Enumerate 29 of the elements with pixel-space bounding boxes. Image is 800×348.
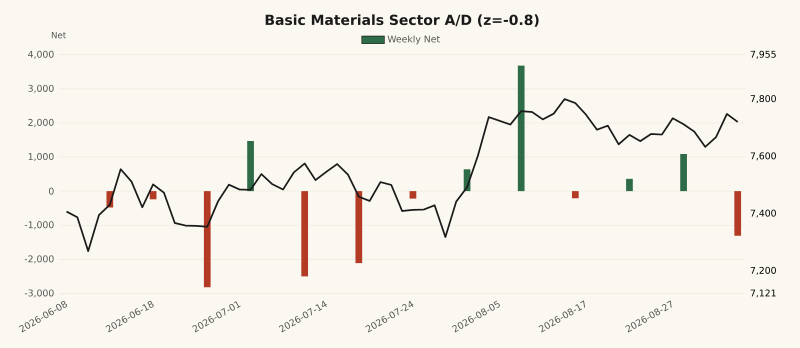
y2-tick-label: 7,600 bbox=[750, 152, 776, 160]
bar bbox=[734, 191, 742, 236]
bar bbox=[410, 191, 416, 199]
y-tick-label: 2,000 bbox=[28, 118, 54, 127]
bar bbox=[150, 191, 156, 200]
y-tick-label: 0 bbox=[48, 188, 54, 195]
y-tick-label: -3,000 bbox=[24, 289, 54, 298]
bar bbox=[626, 178, 633, 192]
bar bbox=[355, 191, 362, 264]
legend-label: Weekly Net bbox=[388, 35, 440, 44]
y-tick-label: 1,000 bbox=[28, 152, 54, 161]
y2-tick-label: 7,121 bbox=[750, 289, 776, 298]
bar bbox=[518, 66, 525, 192]
y-tick-label: -2,000 bbox=[24, 255, 54, 264]
bar bbox=[572, 191, 579, 198]
y-tick-label: 3,000 bbox=[28, 84, 54, 93]
line-series bbox=[66, 98, 739, 252]
y-axis-title: Net bbox=[52, 32, 66, 38]
chart-title: Basic Materials Sector A/D (z=-0.8) bbox=[266, 14, 539, 27]
y-tick-label: -1,000 bbox=[24, 221, 54, 230]
y2-tick-label: 7,800 bbox=[750, 95, 776, 104]
bar bbox=[680, 154, 687, 192]
y-tick-label: 4,000 bbox=[28, 50, 54, 59]
y2-tick-label: 7,200 bbox=[750, 266, 776, 275]
y2-tick-label: 7,955 bbox=[750, 50, 776, 59]
bar bbox=[247, 140, 254, 192]
bar bbox=[301, 191, 308, 276]
bar bbox=[204, 191, 211, 288]
y2-tick-label: 7,400 bbox=[750, 210, 776, 218]
